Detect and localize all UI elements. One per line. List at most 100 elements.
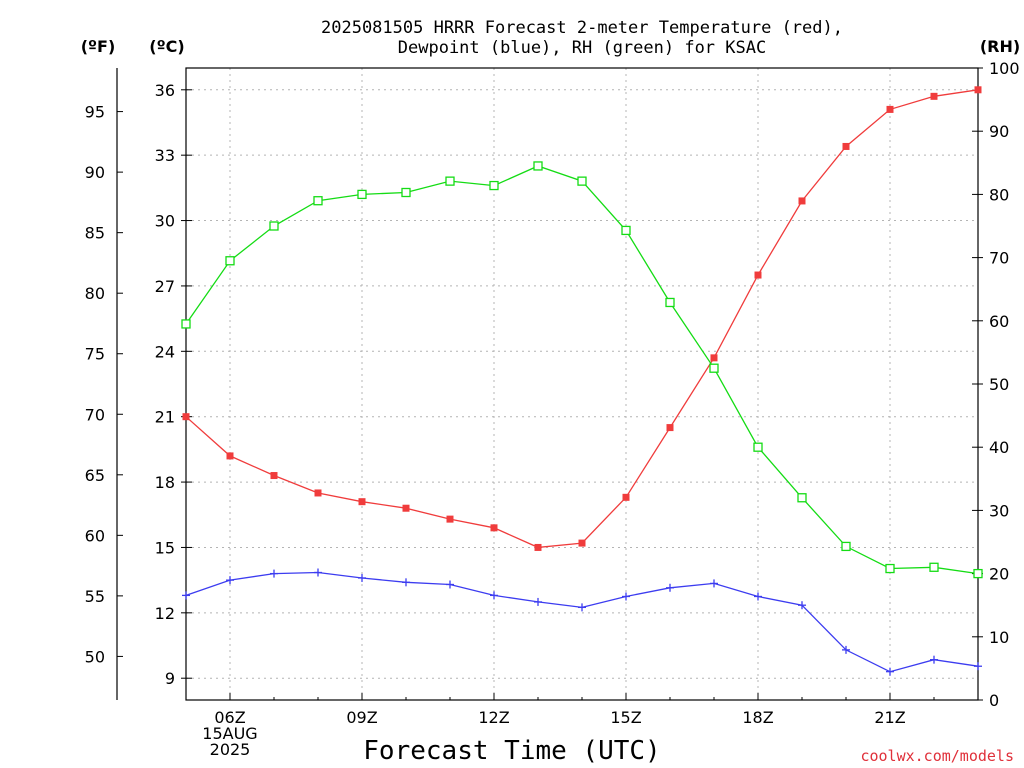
rh-point [181, 319, 191, 329]
celsius-tick-label: 36 [155, 81, 175, 100]
temperature-point [402, 504, 410, 512]
rh-point [885, 563, 895, 574]
x-tick-label: 21Z [874, 708, 905, 727]
chart-title-line2: Dewpoint (blue), RH (green) for KSAC [397, 38, 767, 58]
temperature-point [798, 197, 806, 205]
dewpoint-point [974, 662, 982, 671]
temperature-point [314, 489, 322, 497]
x-tick-label: 15Z [610, 708, 641, 727]
dewpoint-point [402, 578, 410, 587]
fahrenheit-tick-label: 70 [85, 405, 105, 424]
rh-point [401, 187, 411, 198]
x-axis-label: Forecast Time (UTC) [363, 736, 660, 766]
temperature-point [666, 424, 674, 432]
rh-tick-label: 0 [989, 691, 999, 710]
rh-axis-label: (RH) [980, 37, 1020, 56]
x-tick-label: 18Z [742, 708, 773, 727]
celsius-tick-label: 21 [155, 408, 175, 427]
rh-point [357, 189, 367, 200]
rh-tick-label: 10 [989, 628, 1009, 647]
rh-tick-label: 80 [989, 185, 1009, 204]
temperature-line [185, 89, 979, 549]
temperature-point [446, 515, 454, 523]
dewpoint-point [182, 591, 190, 600]
rh-point [753, 442, 763, 452]
dewpoint-point [886, 667, 894, 676]
rh-point [929, 562, 939, 572]
rh-point [841, 541, 851, 552]
dewpoint-point [578, 603, 586, 612]
chart-title-line1: 2025081505 HRRR Forecast 2-meter Tempera… [321, 18, 843, 38]
rh-point [797, 493, 807, 503]
dewpoint-point [666, 583, 674, 592]
fahrenheit-tick-label: 85 [85, 224, 105, 243]
celsius-tick-label: 18 [155, 473, 175, 492]
celsius-tick-label: 33 [155, 146, 175, 165]
rh-point [269, 221, 279, 231]
celsius-tick-label: 9 [165, 669, 175, 688]
rh-tick-label: 30 [989, 501, 1009, 520]
rh-line [185, 165, 979, 575]
rh-point [621, 225, 631, 236]
rh-point [665, 297, 675, 308]
dewpoint-point [798, 601, 806, 610]
dewpoint-point [314, 568, 322, 577]
dewpoint-point [754, 592, 762, 601]
dewpoint-point [622, 592, 630, 601]
rh-tick-label: 60 [989, 312, 1009, 331]
temperature-point [270, 472, 278, 480]
rh-point [225, 256, 235, 266]
temperature-point [490, 524, 498, 532]
fahrenheit-tick-label: 90 [85, 163, 105, 182]
celsius-tick-label: 30 [155, 212, 175, 231]
temperature-point [710, 354, 718, 362]
dewpoint-point [534, 597, 542, 606]
celsius-tick-label: 24 [155, 342, 175, 361]
dewpoint-line [185, 571, 979, 673]
celsius-tick-label: 27 [155, 277, 175, 296]
temperature-point [886, 105, 894, 113]
temperature-point [358, 498, 366, 506]
dewpoint-point [226, 576, 234, 585]
rh-tick-label: 100 [989, 59, 1020, 78]
data-series [181, 86, 983, 676]
dewpoint-point [270, 569, 278, 578]
celsius-axis-label: (ºC) [149, 37, 184, 56]
dewpoint-point [490, 591, 498, 600]
fahrenheit-tick-label: 80 [85, 284, 105, 303]
grid-lines [186, 68, 978, 700]
rh-point [445, 176, 455, 186]
temperature-point [754, 271, 762, 279]
fahrenheit-tick-label: 55 [85, 587, 105, 606]
x-tick-label: 09Z [346, 708, 377, 727]
x-tick-label: 15AUG [202, 724, 257, 743]
dewpoint-point [930, 655, 938, 664]
rh-tick-label: 90 [989, 122, 1009, 141]
rh-point [489, 180, 499, 191]
temperature-point [930, 92, 938, 100]
temperature-point [622, 493, 630, 501]
temperature-point [182, 413, 190, 421]
dewpoint-point [842, 645, 850, 654]
temperature-point [578, 539, 586, 547]
rh-point [313, 196, 323, 206]
x-tick-label: 2025 [210, 740, 251, 759]
x-tick-label: 12Z [478, 708, 509, 727]
temperature-point [226, 452, 234, 460]
fahrenheit-tick-label: 50 [85, 647, 105, 666]
credit-text: coolwx.com/models [860, 747, 1014, 765]
rh-point [973, 568, 983, 579]
fahrenheit-tick-label: 95 [85, 103, 105, 122]
celsius-tick-label: 15 [155, 538, 175, 557]
fahrenheit-axis-label: (ºF) [81, 37, 116, 56]
temperature-point [842, 142, 850, 150]
rh-tick-label: 40 [989, 438, 1009, 457]
fahrenheit-tick-label: 75 [85, 345, 105, 364]
dewpoint-point [446, 580, 454, 589]
rh-point [533, 161, 543, 171]
dewpoint-point [710, 579, 718, 588]
fahrenheit-tick-label: 60 [85, 526, 105, 545]
rh-tick-label: 20 [989, 565, 1009, 584]
celsius-tick-label: 12 [155, 604, 175, 623]
